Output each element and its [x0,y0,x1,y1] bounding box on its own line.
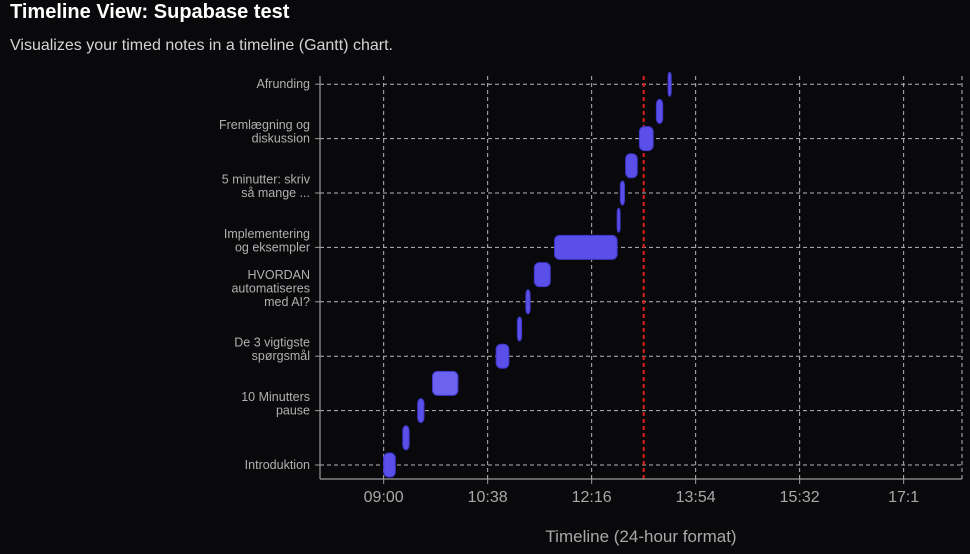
category-label: 10 Minutters [241,390,310,404]
category-label: og eksempler [235,240,310,254]
task-bar [417,398,425,424]
category-label: pause [276,404,310,418]
task-bars [383,71,672,478]
category-label: Afrunding [256,77,310,91]
category-label: spørgsmål [252,349,310,363]
category-label: Fremlægning og [219,118,310,132]
task-bar [616,207,621,233]
axis-layer [315,76,962,484]
x-tick-label: 15:32 [780,489,820,506]
category-label: De 3 vigtigste [234,336,310,350]
x-axis-title: Timeline (24-hour format) [545,527,736,546]
task-bar [431,370,459,396]
category-label: diskussion [252,132,310,146]
task-bar [655,98,664,124]
task-bar [533,262,551,288]
category-label: 5 minutter: skriv [222,173,311,187]
axis-labels: 09:00 10:38 12:16 13:54 15:32 17:1 Introduktio… [219,77,919,506]
x-tick-label: 17:1 [888,489,919,506]
task-bar [667,71,672,97]
category-label: Implementering [224,227,310,241]
task-bar [619,180,626,206]
page-subtitle: Visualizes your timed notes in a timelin… [10,37,393,54]
category-label: Introduktion [245,458,310,472]
task-bar [383,452,396,478]
task-bar [402,425,410,451]
x-tick-label: 12:16 [572,489,612,506]
category-label: så mange ... [241,186,310,200]
x-tick-label: 10:38 [468,489,508,506]
task-bar [625,153,638,179]
category-label: med AI? [264,295,310,309]
task-bar [495,343,510,369]
category-label: automatiseres [231,281,310,295]
task-bar [525,289,531,315]
x-tick-label: 09:00 [364,489,404,506]
page-title: Timeline View: Supabase test [10,1,290,23]
task-bar [516,316,523,342]
task-bar [554,234,618,260]
grid-layer [320,76,963,479]
task-bar [638,126,654,152]
x-tick-label: 13:54 [676,489,716,506]
category-label: HVORDAN [247,268,310,282]
